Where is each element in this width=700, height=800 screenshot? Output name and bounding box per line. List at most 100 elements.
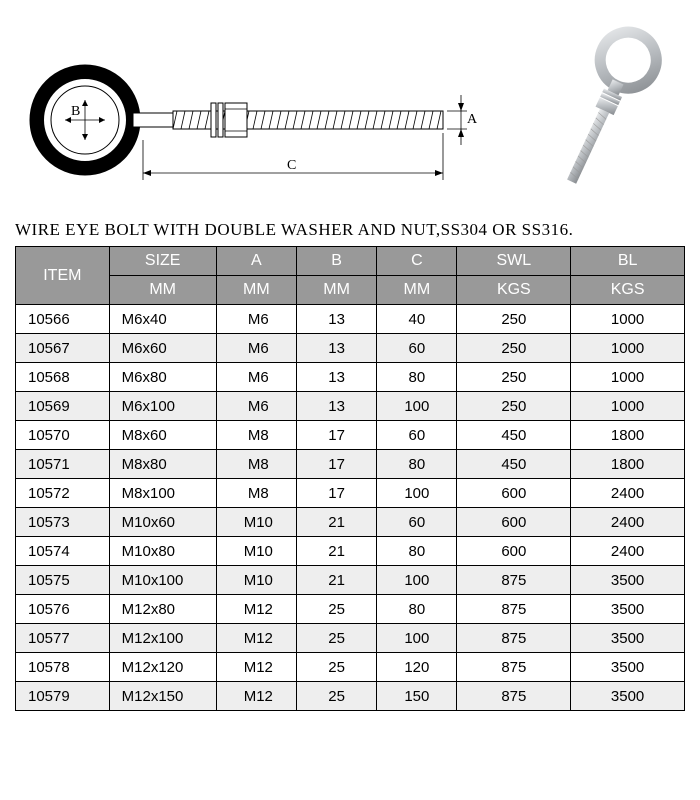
col-c: C	[377, 247, 457, 276]
table-cell: M12x100	[109, 624, 216, 653]
dim-label-c: C	[287, 158, 296, 173]
table-cell: 150	[377, 682, 457, 711]
table-cell: M6x40	[109, 305, 216, 334]
table-cell: 80	[377, 450, 457, 479]
table-cell: 60	[377, 421, 457, 450]
table-cell: M8x100	[109, 479, 216, 508]
table-cell: 13	[296, 392, 376, 421]
table-cell: 2400	[571, 537, 685, 566]
table-cell: M6x80	[109, 363, 216, 392]
table-cell: 10567	[16, 334, 110, 363]
table-cell: 450	[457, 450, 571, 479]
table-row: 10576M12x80M1225808753500	[16, 595, 685, 624]
table-cell: 80	[377, 537, 457, 566]
table-cell: M12x150	[109, 682, 216, 711]
table-cell: M6x100	[109, 392, 216, 421]
unit-b: MM	[296, 276, 376, 305]
table-cell: M10x80	[109, 537, 216, 566]
table-cell: 2400	[571, 508, 685, 537]
table-cell: M10x60	[109, 508, 216, 537]
table-cell: 100	[377, 392, 457, 421]
table-row: 10579M12x150M12251508753500	[16, 682, 685, 711]
table-cell: 25	[296, 595, 376, 624]
table-cell: 10577	[16, 624, 110, 653]
table-cell: 80	[377, 595, 457, 624]
table-row: 10574M10x80M1021806002400	[16, 537, 685, 566]
table-row: 10578M12x120M12251208753500	[16, 653, 685, 682]
table-cell: 250	[457, 305, 571, 334]
table-cell: 21	[296, 508, 376, 537]
table-cell: 3500	[571, 653, 685, 682]
table-cell: 10575	[16, 566, 110, 595]
table-cell: 875	[457, 566, 571, 595]
table-cell: 21	[296, 537, 376, 566]
table-cell: 875	[457, 682, 571, 711]
col-a: A	[216, 247, 296, 276]
table-cell: 17	[296, 450, 376, 479]
table-cell: 600	[457, 508, 571, 537]
table-row: 10566M6x40M613402501000	[16, 305, 685, 334]
table-cell: 875	[457, 653, 571, 682]
table-cell: M6	[216, 305, 296, 334]
table-cell: 10572	[16, 479, 110, 508]
table-cell: 25	[296, 682, 376, 711]
unit-size: MM	[109, 276, 216, 305]
unit-bl: KGS	[571, 276, 685, 305]
table-cell: M6	[216, 392, 296, 421]
table-cell: 17	[296, 479, 376, 508]
table-cell: 600	[457, 479, 571, 508]
table-cell: 1000	[571, 363, 685, 392]
table-cell: M12	[216, 595, 296, 624]
table-cell: M6	[216, 334, 296, 363]
table-cell: 250	[457, 392, 571, 421]
table-cell: M6x60	[109, 334, 216, 363]
table-row: 10577M12x100M12251008753500	[16, 624, 685, 653]
col-bl: BL	[571, 247, 685, 276]
table-cell: M10	[216, 508, 296, 537]
table-row: 10573M10x60M1021606002400	[16, 508, 685, 537]
table-cell: 13	[296, 334, 376, 363]
table-cell: 100	[377, 624, 457, 653]
table-cell: 10579	[16, 682, 110, 711]
table-cell: M12x120	[109, 653, 216, 682]
header-row-top: ITEM SIZE A B C SWL BL	[16, 247, 685, 276]
table-row: 10571M8x80M817804501800	[16, 450, 685, 479]
table-cell: 1800	[571, 421, 685, 450]
diagram-row: B A C	[15, 15, 685, 210]
dim-label-a: A	[467, 112, 478, 127]
eye-bolt-drawing: B A C	[15, 15, 495, 205]
table-cell: 250	[457, 363, 571, 392]
product-photo	[515, 15, 685, 210]
table-cell: 13	[296, 305, 376, 334]
table-cell: M10x100	[109, 566, 216, 595]
table-row: 10572M8x100M8171006002400	[16, 479, 685, 508]
table-cell: M6	[216, 363, 296, 392]
table-cell: M8x80	[109, 450, 216, 479]
table-cell: 1000	[571, 334, 685, 363]
table-row: 10568M6x80M613802501000	[16, 363, 685, 392]
table-cell: 10569	[16, 392, 110, 421]
table-row: 10575M10x100M10211008753500	[16, 566, 685, 595]
table-cell: M10	[216, 566, 296, 595]
page-title: WIRE EYE BOLT WITH DOUBLE WASHER AND NUT…	[15, 220, 685, 240]
table-cell: M8	[216, 421, 296, 450]
unit-swl: KGS	[457, 276, 571, 305]
table-row: 10569M6x100M6131002501000	[16, 392, 685, 421]
table-cell: 25	[296, 653, 376, 682]
table-cell: M12x80	[109, 595, 216, 624]
table-cell: 450	[457, 421, 571, 450]
table-cell: 3500	[571, 595, 685, 624]
table-cell: 13	[296, 363, 376, 392]
dim-label-b: B	[71, 104, 80, 119]
spec-table: ITEM SIZE A B C SWL BL MM MM MM MM KGS K…	[15, 246, 685, 711]
table-cell: 60	[377, 334, 457, 363]
table-cell: M12	[216, 653, 296, 682]
table-cell: M12	[216, 682, 296, 711]
table-cell: 10573	[16, 508, 110, 537]
table-cell: 10578	[16, 653, 110, 682]
table-cell: 3500	[571, 624, 685, 653]
table-cell: M8	[216, 479, 296, 508]
table-cell: 10566	[16, 305, 110, 334]
table-cell: M8x60	[109, 421, 216, 450]
table-cell: M8	[216, 450, 296, 479]
